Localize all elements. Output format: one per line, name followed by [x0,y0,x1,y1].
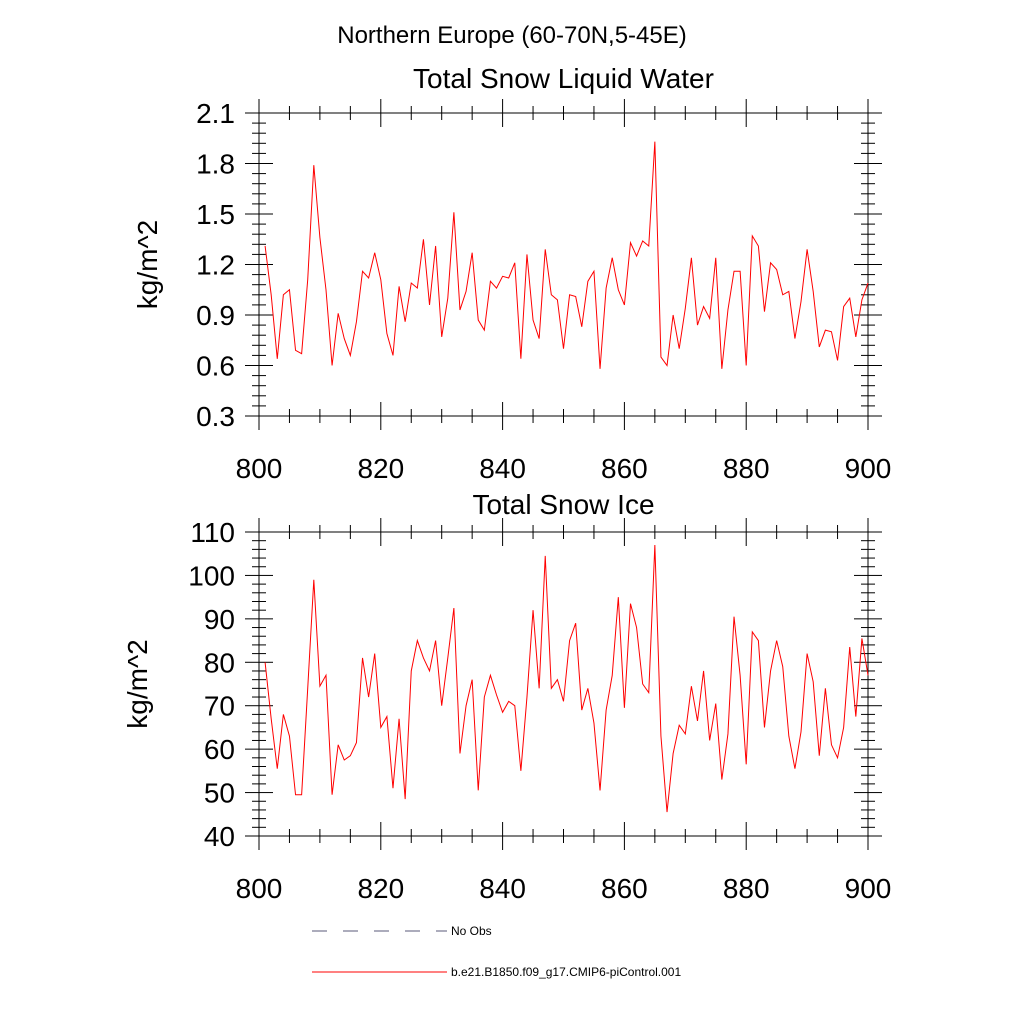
x-tick-label: 860 [601,873,648,904]
legend-label-no-obs: No Obs [451,924,492,938]
y-tick-label: 1.8 [196,149,235,180]
chart-title: Total Snow Ice [472,489,654,520]
y-tick-label: 70 [204,691,235,722]
y-tick-label: 80 [204,647,235,678]
y-axis-label: kg/m^2 [122,639,153,728]
y-tick-label: 1.2 [196,250,235,281]
y-axis-label: kg/m^2 [132,220,163,309]
figure-title: Northern Europe (60-70N,5-45E) [337,22,687,49]
x-tick-label: 800 [236,873,283,904]
x-tick-label: 840 [479,873,526,904]
panel-snow-liquid-water: Total Snow Liquid Water kg/m^2 800 820 840 86… [132,63,891,484]
x-tick-label: 800 [236,453,283,484]
y-tick-label: 0.6 [196,351,235,382]
y-tick-label: 2.1 [196,98,235,129]
y-tick-label: 60 [204,734,235,765]
y-tick-label: 1.5 [196,199,235,230]
plot-frame [258,112,869,417]
chart-title: Total Snow Liquid Water [413,63,714,94]
legend-label-model: b.e21.B1850.f09_g17.CMIP6-piControl.001 [451,965,681,979]
y-tick-label: 90 [204,604,235,635]
series-line [264,545,869,813]
series-line [264,141,869,369]
panel-snow-ice: Total Snow Ice kg/m^2 800 820 840 860 880 900 40… [122,489,891,904]
x-tick-label: 900 [845,453,892,484]
x-tick-label: 820 [357,453,404,484]
x-tick-label: 860 [601,453,648,484]
y-tick-label: 0.3 [196,401,235,432]
y-tick-label: 100 [188,560,235,591]
plot-frame [258,531,869,837]
x-tick-label: 840 [479,453,526,484]
x-tick-label: 820 [357,873,404,904]
x-tick-label: 880 [723,873,770,904]
y-tick-label: 110 [190,517,235,548]
y-tick-label: 0.9 [196,300,235,331]
x-tick-label: 900 [845,873,892,904]
legend: No Obs b.e21.B1850.f09_g17.CMIP6-piContro… [312,924,681,979]
y-tick-label: 50 [204,778,235,809]
x-tick-label: 880 [723,453,770,484]
y-tick-label: 40 [204,821,235,852]
